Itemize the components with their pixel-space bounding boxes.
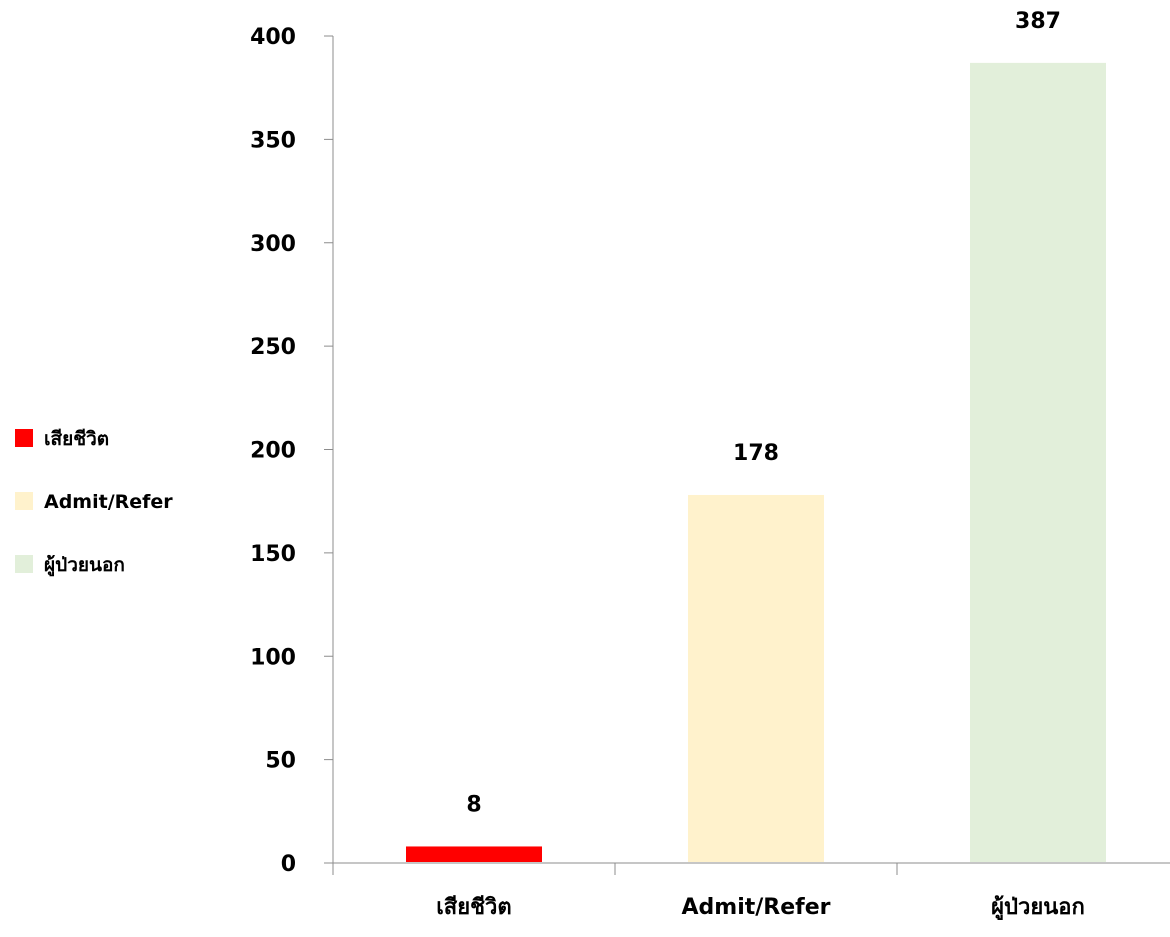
bar [970,62,1106,862]
x-axis-ticks [332,863,898,875]
y-axis-ticks: 0 50 100 150 200 250 300 350 400 [250,25,333,877]
y-tick-label: 300 [250,232,296,257]
legend: เสียชีวิต Admit/Refer ผู้ป่วยนอก [15,428,173,577]
y-tick-label: 50 [265,749,296,774]
x-category-label: Admit/Refer [682,895,831,920]
x-axis-category-labels: เสียชีวิต Admit/Refer ผู้ป่วยนอก [436,895,1085,921]
y-tick-label: 150 [250,542,296,567]
data-label: 8 [466,792,481,817]
y-tick-label: 100 [250,645,296,670]
data-label: 178 [733,441,779,466]
data-labels: 8 178 387 [466,9,1061,818]
bar [688,494,824,862]
legend-label: ผู้ป่วยนอก [44,554,125,577]
legend-swatch [15,555,33,573]
legend-label: Admit/Refer [44,491,173,513]
y-tick-label: 400 [250,25,296,50]
x-category-label: เสียชีวิต [436,895,511,920]
data-label: 387 [1015,9,1061,34]
bar-series [406,62,1106,862]
x-category-label: ผู้ป่วยนอก [991,895,1085,921]
bar [406,846,542,862]
y-tick-label: 250 [250,335,296,360]
y-tick-label: 0 [281,852,296,877]
y-tick-label: 350 [250,128,296,153]
legend-swatch [15,492,33,510]
legend-label: เสียชีวิต [44,428,109,450]
y-tick-label: 200 [250,439,296,464]
legend-swatch [15,429,33,447]
